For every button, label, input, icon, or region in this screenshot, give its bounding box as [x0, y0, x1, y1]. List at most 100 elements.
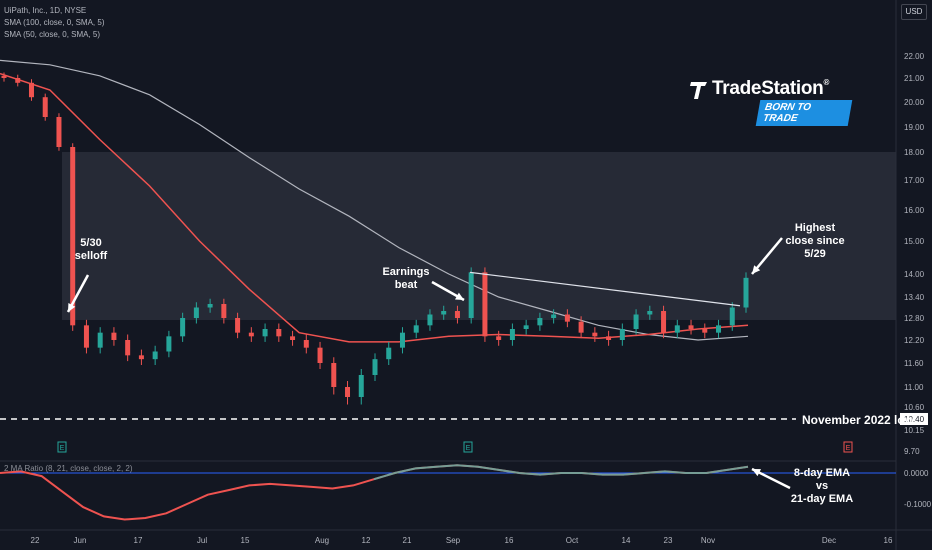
nov-low-label: November 2022 low	[802, 413, 915, 427]
candle-body	[331, 363, 337, 387]
candle-body	[56, 117, 62, 147]
candle-body	[42, 97, 48, 117]
candle-body	[290, 336, 296, 340]
candle-body	[83, 325, 89, 348]
time-tick-label: 16	[884, 536, 893, 545]
candle-body	[317, 347, 323, 363]
candle-body	[578, 321, 584, 333]
symbol-legend: UiPath, Inc., 1D, NYSE	[4, 6, 87, 15]
earnings-marker-label: E	[60, 445, 65, 452]
candle-body	[345, 387, 351, 397]
candle-body	[248, 332, 254, 337]
earnings-annotation: Earnings beat	[382, 266, 430, 291]
time-tick-label: Jun	[74, 536, 87, 545]
candle-body	[674, 325, 680, 333]
price-tick-label: 20.00	[904, 98, 925, 107]
candle-body	[688, 325, 694, 329]
candle-body	[358, 375, 364, 397]
time-tick-label: 21	[403, 536, 412, 545]
sma100-legend: SMA (100, close, 0, SMA, 5)	[4, 18, 105, 27]
candle-body	[427, 314, 433, 326]
candle-body	[166, 336, 172, 352]
price-tick-label: 19.00	[904, 123, 925, 132]
candle-body	[716, 325, 722, 333]
price-tick-label: 12.80	[904, 314, 925, 323]
annotation-arrows	[66, 237, 791, 490]
candle-body	[386, 347, 392, 360]
candle-body	[496, 336, 502, 340]
candle-body	[619, 329, 625, 340]
brand-name: TradeStation®	[712, 78, 830, 99]
candle-body	[729, 307, 735, 326]
candle-body	[15, 78, 21, 83]
price-tick-label: 9.70	[904, 447, 920, 456]
candle-body	[537, 318, 543, 326]
candle-body	[97, 332, 103, 348]
price-tick-label: 21.00	[904, 74, 925, 83]
tradestation-logo: TradeStation® BORN TO TRADE	[690, 78, 853, 126]
candle-body	[441, 311, 447, 315]
earnings-arrow-head	[455, 292, 464, 300]
osc-tick-label: 0.0000	[904, 469, 929, 478]
highest-close-annotation: Highest close since 5/29	[785, 222, 845, 260]
time-tick-label: 16	[505, 536, 514, 545]
candle-body	[468, 272, 474, 318]
candle-body	[70, 147, 76, 326]
price-tag-bg	[900, 413, 928, 425]
currency-button[interactable]: USD	[901, 4, 927, 20]
candle-body	[592, 332, 598, 337]
selloff-arrow-head	[68, 303, 76, 312]
candle-body	[399, 332, 405, 348]
candle-body	[303, 340, 309, 348]
price-tick-label: 14.00	[904, 270, 925, 279]
earnings-marker	[843, 441, 853, 453]
price-tick-label: 12.20	[904, 336, 925, 345]
price-tick-label: 11.00	[904, 383, 924, 392]
time-axis: 22 Jun 17 Jul 15 Aug 12 21 Sep 16 Oct 14 23 Nov Dec 16	[31, 536, 893, 545]
time-tick-label: Jul	[197, 536, 207, 545]
ema-arrow-head	[752, 469, 761, 477]
candle-body	[606, 336, 612, 340]
time-tick-label: 15	[241, 536, 250, 545]
price-tick-label: 10.15	[904, 426, 925, 435]
candle-body	[743, 277, 749, 308]
price-axis: 22.00 21.00 20.00 19.00 18.00 17.00 16.00 15.00…	[900, 52, 932, 509]
candle-body	[180, 318, 186, 337]
candle-body	[482, 272, 488, 337]
price-tick-label: 13.40	[904, 293, 925, 302]
time-tick-label: Dec	[822, 536, 836, 545]
earnings-marker-label: E	[846, 445, 851, 452]
candle-body	[235, 318, 241, 333]
candle-body	[111, 332, 117, 340]
price-tick-label: 10.40	[904, 415, 925, 424]
price-tick-label: 11.60	[904, 359, 924, 368]
candle-body	[551, 314, 557, 318]
candle-body	[152, 351, 158, 360]
candle-body	[509, 329, 515, 340]
selloff-annotation: 5/30 selloff	[74, 237, 108, 262]
time-tick-label: Oct	[566, 536, 579, 545]
sma50-legend: SMA (50, close, 0, SMA, 5)	[4, 30, 101, 39]
ema-annotation: 8-day EMA vs 21-day EMA	[790, 467, 854, 505]
time-tick-label: 23	[664, 536, 673, 545]
candle-body	[262, 329, 268, 337]
time-tick-label: Aug	[315, 536, 329, 545]
time-tick-label: 12	[362, 536, 371, 545]
osc-tick-label: -0.1000	[904, 500, 932, 509]
time-tick-label: 17	[134, 536, 143, 545]
earnings-marker	[57, 441, 67, 453]
oscillator-positive-line	[373, 464, 749, 481]
candle-body	[138, 355, 144, 360]
candle-body	[372, 359, 378, 375]
time-tick-label: 14	[622, 536, 631, 545]
candle-body	[413, 325, 419, 333]
earnings-marker-label: E	[466, 445, 471, 452]
price-tick-label: 18.00	[904, 148, 925, 157]
highest-close-arrow-head	[752, 265, 761, 274]
candle-body	[633, 314, 639, 329]
candle-body	[647, 311, 653, 315]
brand-tagline: BORN TO TRADE	[755, 100, 853, 126]
candle-body	[1, 75, 7, 78]
